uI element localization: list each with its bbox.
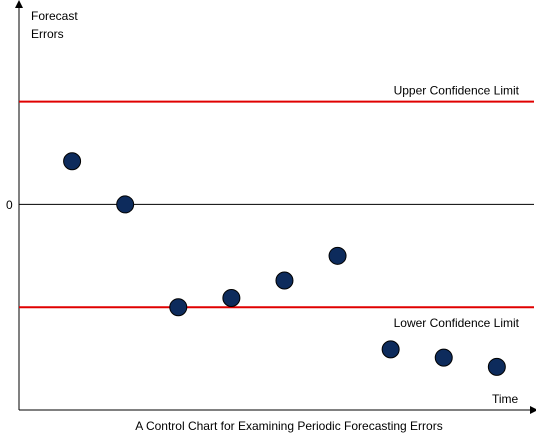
data-point-3 [169, 298, 188, 317]
y-tick-label-zero: 0 [6, 198, 13, 212]
x-axis-label: Time [492, 392, 519, 406]
y-axis-label-line-2: Errors [31, 27, 64, 41]
data-point-9 [487, 357, 506, 376]
data-points [63, 152, 506, 376]
data-point-7 [381, 340, 400, 359]
data-point-5 [275, 271, 294, 290]
data-point-6 [328, 246, 347, 265]
upper-confidence-limit-label: Upper Confidence Limit [394, 84, 520, 98]
y-axis-label-line-1: Forecast [31, 9, 78, 23]
lower-confidence-limit-label: Lower Confidence Limit [394, 316, 520, 330]
data-point-4 [222, 288, 241, 307]
chart-title: A Control Chart for Examining Periodic F… [135, 419, 442, 433]
data-point-1 [63, 152, 82, 171]
data-point-2 [116, 195, 135, 214]
data-point-8 [434, 348, 453, 367]
